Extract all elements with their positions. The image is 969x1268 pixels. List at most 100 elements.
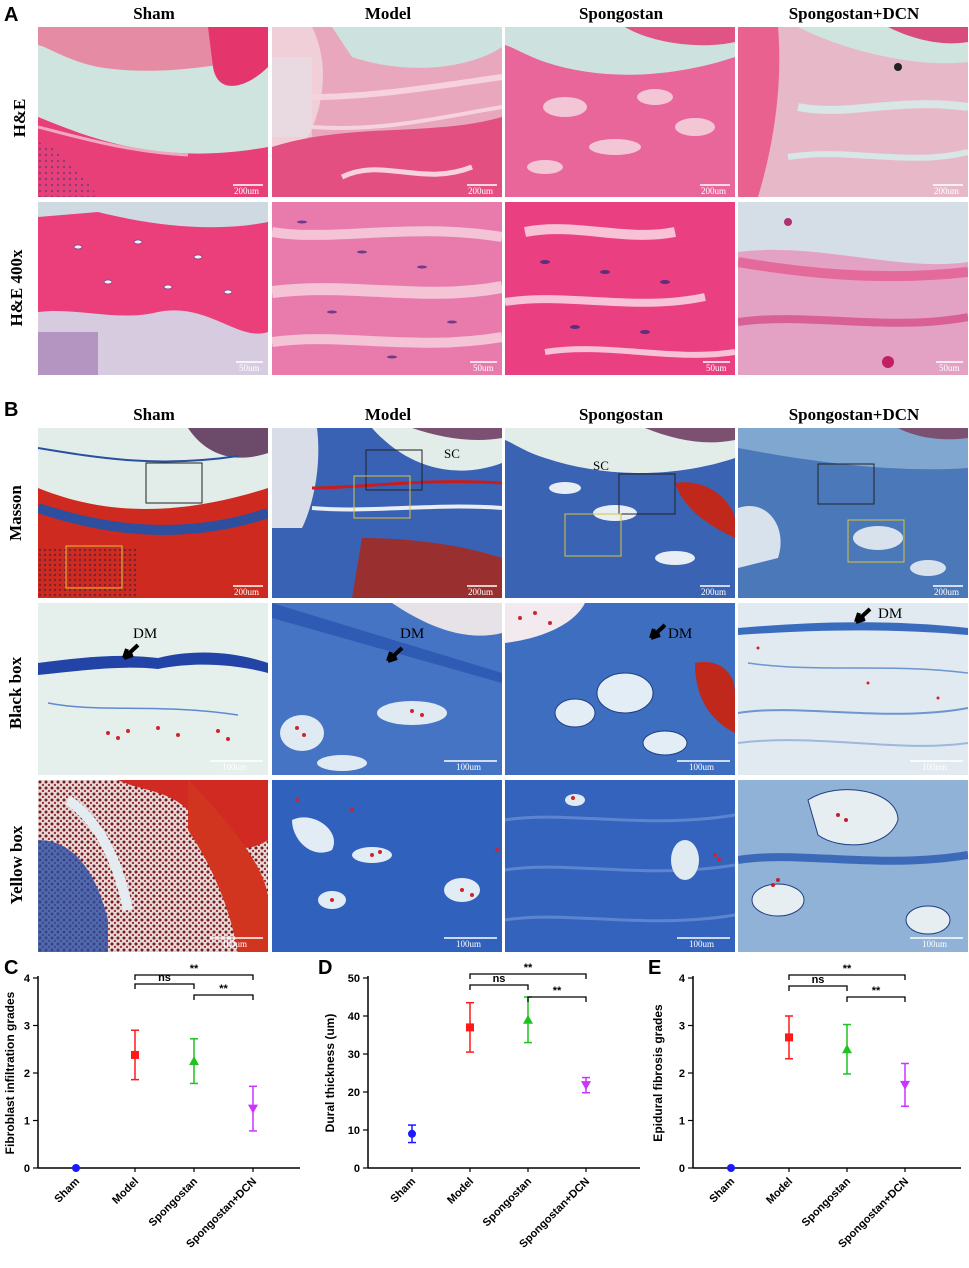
scale-bar-label: 100um	[922, 939, 947, 949]
scale-bar: 50um	[936, 361, 963, 373]
micrograph-masson-model: SC 200um	[272, 428, 502, 598]
significance-label: **	[219, 983, 228, 995]
scale-bar: 200um	[933, 184, 963, 196]
scale-bar-label: 50um	[939, 363, 960, 373]
scale-bar-label: 200um	[701, 587, 726, 597]
micrograph-he-spongostan: 200um	[505, 27, 735, 197]
x-tick-label: Spongostan	[481, 1175, 535, 1229]
scale-bar: 100um	[210, 760, 263, 772]
data-point-model	[785, 1033, 793, 1042]
col-header-spongostan-dcn-b: Spongostan+DCN	[788, 405, 920, 424]
micrograph-yellowbox-spongostan: 100um	[505, 780, 735, 952]
micrograph-he-sham: 200um	[38, 27, 268, 197]
scale-bar: 200um	[233, 184, 263, 196]
scale-bar: 50um	[236, 361, 263, 373]
scale-bar-label: 100um	[689, 762, 714, 772]
sc-label: SC	[593, 458, 609, 473]
dm-label: DM	[133, 626, 157, 642]
micrograph-he-model: 200um	[272, 27, 502, 197]
scale-bar-label: 50um	[239, 363, 260, 373]
black-box-marker	[817, 463, 875, 505]
scale-bar-label: 200um	[468, 587, 493, 597]
x-tick-label: Spongostan	[147, 1175, 201, 1229]
col-header-spongostan-b: Spongostan	[578, 405, 664, 424]
micrograph-yellowbox-model: 100um	[272, 780, 502, 952]
x-tick-label: Sham	[707, 1175, 737, 1205]
data-point-spongostan	[189, 1056, 199, 1066]
arrow-icon	[854, 607, 872, 624]
significance-label: **	[553, 985, 562, 997]
micrograph-he400x-spongostan-dcn: 50um	[738, 202, 968, 375]
data-point-spongostan-dcn	[900, 1080, 910, 1090]
scale-bar: 100um	[677, 760, 730, 772]
scale-bar: 100um	[444, 760, 497, 772]
panel-letter-b: B	[4, 399, 19, 421]
y-tick-label: 4	[24, 973, 31, 985]
micrograph-masson-sham: 200um	[38, 428, 268, 598]
x-tick-label: Sham	[388, 1175, 418, 1205]
scale-bar-label: 200um	[468, 186, 493, 196]
scale-bar-label: 200um	[234, 587, 259, 597]
y-axis-title: Epidural fibrosis grades	[651, 1004, 665, 1142]
significance-label: **	[190, 963, 199, 975]
chart-fibroblast-infiltration: 0 1 2 3 4 Fibroblast infiltration grades Sham M…	[3, 963, 300, 1250]
col-header-sham-a: Sham	[133, 4, 175, 23]
yellow-box-marker	[65, 545, 123, 589]
y-tick-label: 4	[679, 973, 686, 985]
significance-label: **	[524, 962, 533, 974]
scale-bar: 50um	[703, 361, 730, 373]
black-box-marker	[145, 462, 203, 504]
black-box-marker	[618, 473, 676, 515]
significance-bracket	[469, 973, 587, 979]
scale-bar: 200um	[467, 184, 497, 196]
row-header-he-400x: H&E 400x	[7, 249, 26, 327]
significance-bracket	[788, 974, 906, 980]
significance-bracket	[134, 974, 254, 980]
row-header-black-box: Black box	[6, 656, 25, 730]
scale-bar: 100um	[910, 937, 963, 949]
col-header-spongostan-dcn-a: Spongostan+DCN	[788, 4, 920, 23]
data-point-sham	[408, 1129, 416, 1138]
scale-bar: 100um	[444, 937, 497, 949]
y-tick-label: 2	[679, 1068, 685, 1080]
significance-label: ns	[158, 972, 171, 984]
scale-bar-label: 50um	[473, 363, 494, 373]
scale-bar: 100um	[210, 937, 263, 949]
row-header-he: H&E	[10, 98, 29, 138]
data-point-spongostan-dcn	[581, 1081, 591, 1091]
y-tick-label: 1	[24, 1116, 30, 1128]
col-header-spongostan-a: Spongostan	[578, 4, 664, 23]
significance-label: ns	[493, 973, 506, 985]
dm-label: DM	[878, 606, 902, 622]
y-tick-label: 2	[24, 1068, 30, 1080]
significance-bracket	[193, 994, 254, 1000]
data-point-model	[131, 1050, 139, 1059]
micrograph-masson-spongostan: SC 200um	[505, 428, 735, 598]
scale-bar-label: 100um	[222, 939, 247, 949]
x-tick-label: Model	[110, 1176, 141, 1207]
data-point-sham	[727, 1164, 735, 1172]
panel-letter-a: A	[4, 4, 19, 26]
col-header-model-b: Model	[364, 405, 412, 424]
dm-label: DM	[400, 626, 424, 642]
x-tick-label: Model	[764, 1176, 795, 1207]
panel-letter-d: D	[318, 957, 333, 979]
y-tick-label: 0	[679, 1163, 685, 1175]
col-header-model-a: Model	[364, 4, 412, 23]
data-point-spongostan-dcn	[248, 1104, 258, 1114]
data-point-spongostan	[523, 1014, 533, 1024]
y-tick-label: 3	[24, 1021, 30, 1033]
micrograph-blackbox-spongostan: DM 100um	[505, 603, 735, 775]
micrograph-blackbox-sham: DM 100um	[38, 603, 268, 775]
significance-bracket	[134, 983, 195, 989]
scale-bar-label: 100um	[222, 762, 247, 772]
scale-bar: 200um	[467, 585, 497, 597]
yellow-box-marker	[564, 513, 622, 557]
significance-bracket	[527, 996, 587, 1002]
arrow-icon	[122, 643, 140, 660]
scale-bar-label: 100um	[689, 939, 714, 949]
y-tick-label: 20	[348, 1087, 360, 1099]
scale-bar-label: 100um	[456, 939, 481, 949]
significance-label: **	[872, 985, 881, 997]
scale-bar: 50um	[470, 361, 497, 373]
